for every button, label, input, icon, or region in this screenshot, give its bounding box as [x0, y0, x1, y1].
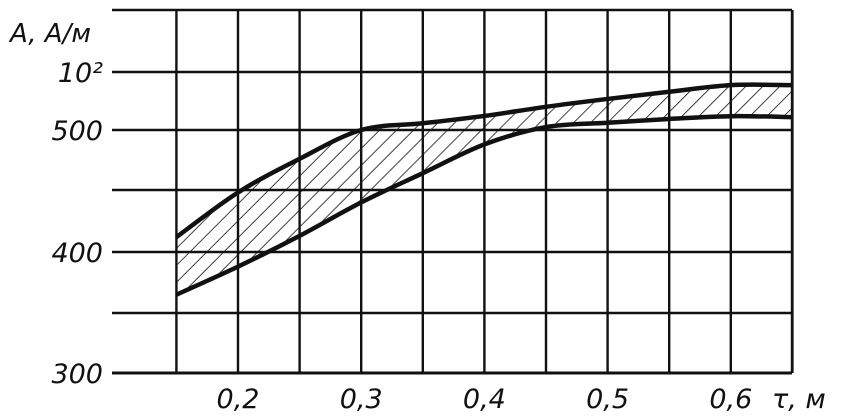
y-tick-label: 500 — [51, 116, 103, 147]
x-tick-label: 0,4 — [463, 384, 506, 415]
grid — [112, 8, 794, 375]
y-tick-label: 10² — [58, 58, 103, 89]
x-tick-label: 0,2 — [217, 384, 260, 415]
y-tick-label: 400 — [51, 238, 103, 269]
series-line-lower — [175, 113, 793, 297]
band-hatched-area — [176, 84, 793, 295]
y-tick-label: 300 — [51, 359, 103, 390]
x-tick-label: 0,3 — [340, 384, 383, 415]
x-axis-label: τ, м — [772, 384, 826, 415]
y-axis-label: A, A/м — [8, 19, 91, 49]
x-tick-label: 0,5 — [586, 384, 629, 415]
series-line-upper — [175, 82, 793, 239]
y-tick-labels: 300 400 500 10² — [51, 58, 103, 390]
x-tick-labels: 0,2 0,3 0,4 0,5 0,6 — [217, 384, 753, 415]
x-tick-label: 0,6 — [709, 384, 752, 415]
data-band — [175, 82, 793, 297]
